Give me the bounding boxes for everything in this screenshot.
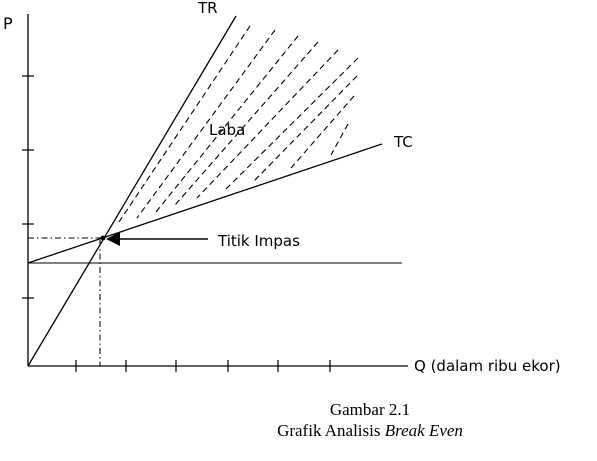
x-axis-ticks [75,360,331,372]
bep-arrow [106,232,208,246]
tc-line [27,143,383,264]
y-axis-label: P [3,14,13,33]
x-axis-label: Q (dalam ribu ekor) [414,357,561,375]
caption-title-prefix: Grafik Analisis [277,421,385,440]
profit-label: Laba [209,121,245,139]
bep-label: Titik Impas [217,232,300,250]
tr-label: TR [197,0,218,17]
caption-figure-number: Gambar 2.1 [329,400,411,419]
y-axis-ticks [22,75,34,299]
profit-hatching [118,25,359,223]
caption-title-emphasis: Break Even [384,421,463,440]
caption-title: Grafik Analisis Break Even [240,421,500,441]
tc-label: TC [393,133,413,151]
break-even-point [100,235,106,241]
tr-line [27,15,237,367]
